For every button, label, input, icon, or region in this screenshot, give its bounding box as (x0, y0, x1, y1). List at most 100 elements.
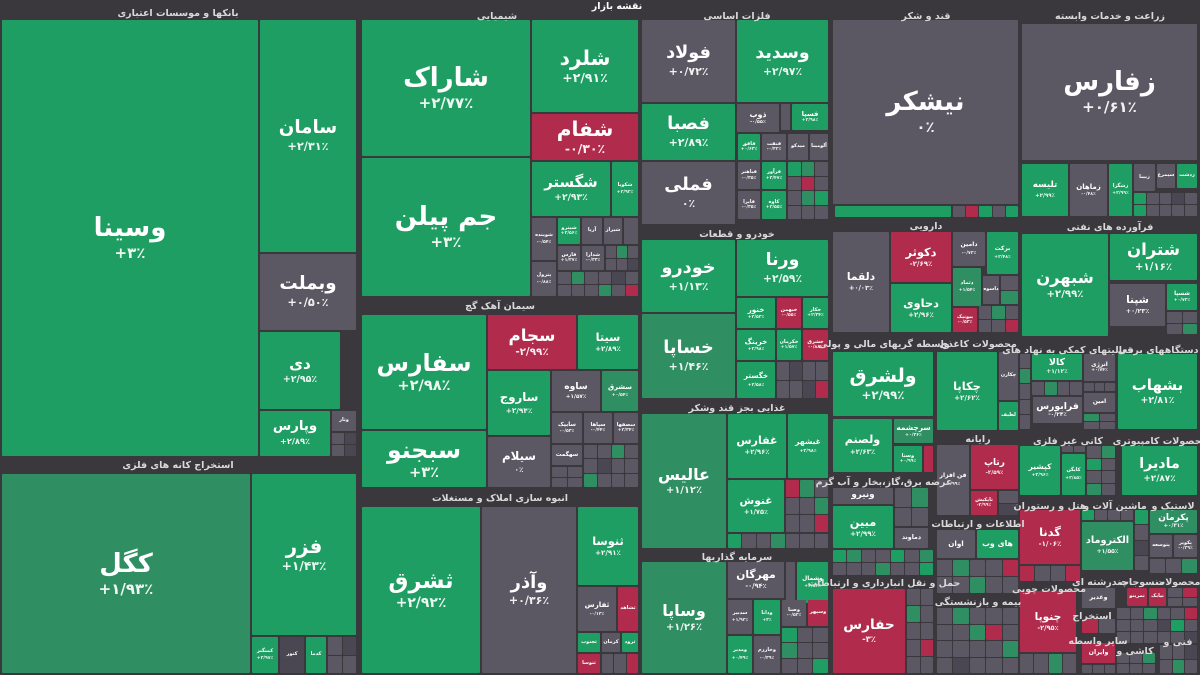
mini-tile[interactable] (1157, 620, 1170, 631)
mini-tile[interactable] (1001, 276, 1018, 290)
mini-tile[interactable] (1144, 620, 1157, 631)
mini-tile[interactable] (1184, 608, 1197, 619)
mini-tile[interactable] (567, 477, 582, 487)
tile-حفارس[interactable]: حفارس -۳٪ (833, 589, 905, 673)
mini-tile[interactable] (1121, 510, 1133, 520)
mini-tile[interactable] (1035, 566, 1050, 581)
tile-شکویا[interactable]: شکویا +۲/۹۲٪ (612, 162, 638, 216)
mini-tile[interactable] (801, 176, 815, 190)
mini-tile[interactable] (598, 284, 611, 296)
tile-شلرد[interactable]: شلرد +۲/۹۱٪ (532, 20, 638, 112)
mini-tile[interactable] (1167, 312, 1182, 323)
mini-tile[interactable] (815, 205, 828, 219)
mini-tile[interactable] (788, 205, 801, 219)
mini-tile[interactable] (571, 284, 584, 296)
mini-tile[interactable] (920, 606, 933, 622)
tile-پتوسعه[interactable]: پتوسعه (1150, 535, 1172, 557)
mini-tile[interactable] (937, 608, 953, 624)
tile-بیوتیک[interactable]: بیوتیک -۰/۵۳٪ (953, 308, 977, 332)
mini-tile[interactable] (1117, 632, 1130, 643)
tile-سیلام[interactable]: سیلام ۰٪ (488, 437, 550, 487)
tile-سابیک[interactable]: سابیک -۰/۵۳٪ (552, 413, 582, 443)
mini-tile[interactable] (876, 563, 890, 575)
mini-tile[interactable] (1135, 510, 1148, 525)
tile-فزر[interactable]: فزر +۱/۴۳٪ (252, 474, 356, 635)
tile-کپشیر[interactable]: کپشیر +۲/۹۶٪ (1020, 446, 1060, 495)
mini-tile[interactable] (628, 258, 638, 270)
tile-فرآور[interactable]: فرآور +۲/۴۷٪ (762, 162, 786, 189)
tile-دتماد[interactable]: دتماد +۱/۵۴٪ (953, 268, 981, 306)
mini-tile[interactable] (895, 507, 911, 526)
mini-tile[interactable] (1185, 205, 1197, 216)
tile-ثجنوب[interactable]: ثجنوب (578, 633, 600, 652)
tile-تلیسه[interactable]: تلیسه +۲/۹۹٪ (1022, 164, 1068, 216)
mini-tile[interactable] (785, 534, 800, 548)
tile-کاوه[interactable]: کاوه +۲/۵۵٪ (762, 191, 786, 219)
mini-tile[interactable] (614, 654, 626, 673)
mini-tile[interactable] (612, 272, 625, 284)
tile-ومدیر[interactable]: ومدیر +۰/۴۹٪ (728, 636, 752, 673)
mini-tile[interactable] (919, 550, 933, 562)
tile-ساروج[interactable]: ساروج +۲/۹۴٪ (488, 371, 550, 435)
tile-فولاد[interactable]: فولاد +۰/۷۲٪ (642, 20, 735, 102)
mini-tile[interactable] (912, 507, 928, 526)
mini-tile[interactable] (1002, 560, 1018, 576)
mini-tile[interactable] (584, 459, 597, 473)
tile-وپارس[interactable]: وپارس +۲/۸۹٪ (260, 411, 330, 456)
tile-ثرود[interactable]: ثرود (622, 633, 638, 652)
mini-tile[interactable] (1135, 540, 1148, 555)
mini-tile[interactable] (625, 272, 638, 284)
tile-سشرق[interactable]: سشرق +۰/۵۴٪ (602, 371, 638, 411)
mini-tile[interactable] (1166, 559, 1181, 573)
mini-tile[interactable] (953, 577, 969, 593)
tile-خبهمن[interactable]: خبهمن -۰/۵۵٪ (777, 298, 801, 328)
mini-tile[interactable] (1082, 619, 1098, 633)
tile-وغدیر[interactable]: وغدیر (1082, 588, 1115, 608)
tile-عالیس[interactable]: عالیس +۱/۱۲٪ (642, 414, 726, 548)
mini-tile[interactable] (801, 162, 815, 176)
mini-tile[interactable] (1183, 597, 1197, 606)
tile-شگستر[interactable]: شگستر +۲/۹۳٪ (532, 162, 610, 216)
mini-tile[interactable] (786, 515, 800, 532)
tile-کایگن[interactable]: کایگن +۲/۸۵٪ (1062, 454, 1085, 495)
mini-tile[interactable] (969, 608, 986, 624)
tile-شدارا[interactable]: شدارا -۰/۳۳٪ (582, 246, 604, 270)
mini-tile[interactable] (969, 577, 986, 593)
mini-tile[interactable] (1130, 620, 1143, 631)
tile-کگل[interactable]: کگل +۱/۹۳٪ (2, 474, 250, 673)
mini-tile[interactable] (803, 380, 815, 398)
mini-tile[interactable] (1117, 620, 1130, 631)
mini-tile[interactable] (1171, 620, 1184, 631)
mini-tile[interactable] (584, 445, 597, 459)
mini-tile[interactable] (617, 246, 627, 258)
tile-سیمرغ[interactable]: سیمرغ (1157, 164, 1175, 188)
mini-tile[interactable] (969, 624, 986, 640)
mini-tile[interactable] (1143, 653, 1155, 663)
mini-tile[interactable] (920, 589, 933, 605)
mini-tile[interactable] (800, 515, 814, 532)
tile-ولشرق[interactable]: ولشرق +۲/۹۹٪ (833, 352, 933, 416)
mini-tile[interactable] (1135, 525, 1148, 540)
tile-شفام[interactable]: شفام -۰/۳۰٪ (532, 114, 638, 160)
tile-وساپا[interactable]: وساپا +۱/۲۶٪ (642, 562, 726, 673)
tile-کنور[interactable]: کنور (280, 637, 304, 673)
mini-tile[interactable] (781, 104, 790, 130)
mini-tile[interactable] (1070, 382, 1082, 395)
mini-tile[interactable] (1104, 665, 1115, 673)
mini-tile[interactable] (1143, 663, 1155, 673)
mini-tile[interactable] (890, 550, 905, 562)
mini-tile[interactable] (833, 550, 847, 562)
tile-فن افزار[interactable]: فن افزار -۰/۹۹٪ (937, 445, 969, 515)
mini-tile[interactable] (1167, 323, 1182, 334)
mini-tile[interactable] (966, 206, 979, 217)
mini-tile[interactable] (905, 550, 919, 562)
mini-tile[interactable] (1101, 483, 1115, 495)
mini-tile[interactable] (782, 628, 797, 643)
tile-دلقما[interactable]: دلقما +۰/۰۳٪ (833, 232, 889, 332)
tile-فافق[interactable]: فافق +۰/۶۳٪ (738, 134, 760, 160)
mini-tile[interactable] (777, 362, 789, 380)
tile-خودرو[interactable]: خودرو +۱/۱۳٪ (642, 240, 735, 312)
mini-tile[interactable] (1172, 205, 1185, 216)
tile-سدبیر[interactable]: سدبیر +۱/۹۲٪ (728, 600, 752, 634)
mini-tile[interactable] (771, 534, 785, 548)
